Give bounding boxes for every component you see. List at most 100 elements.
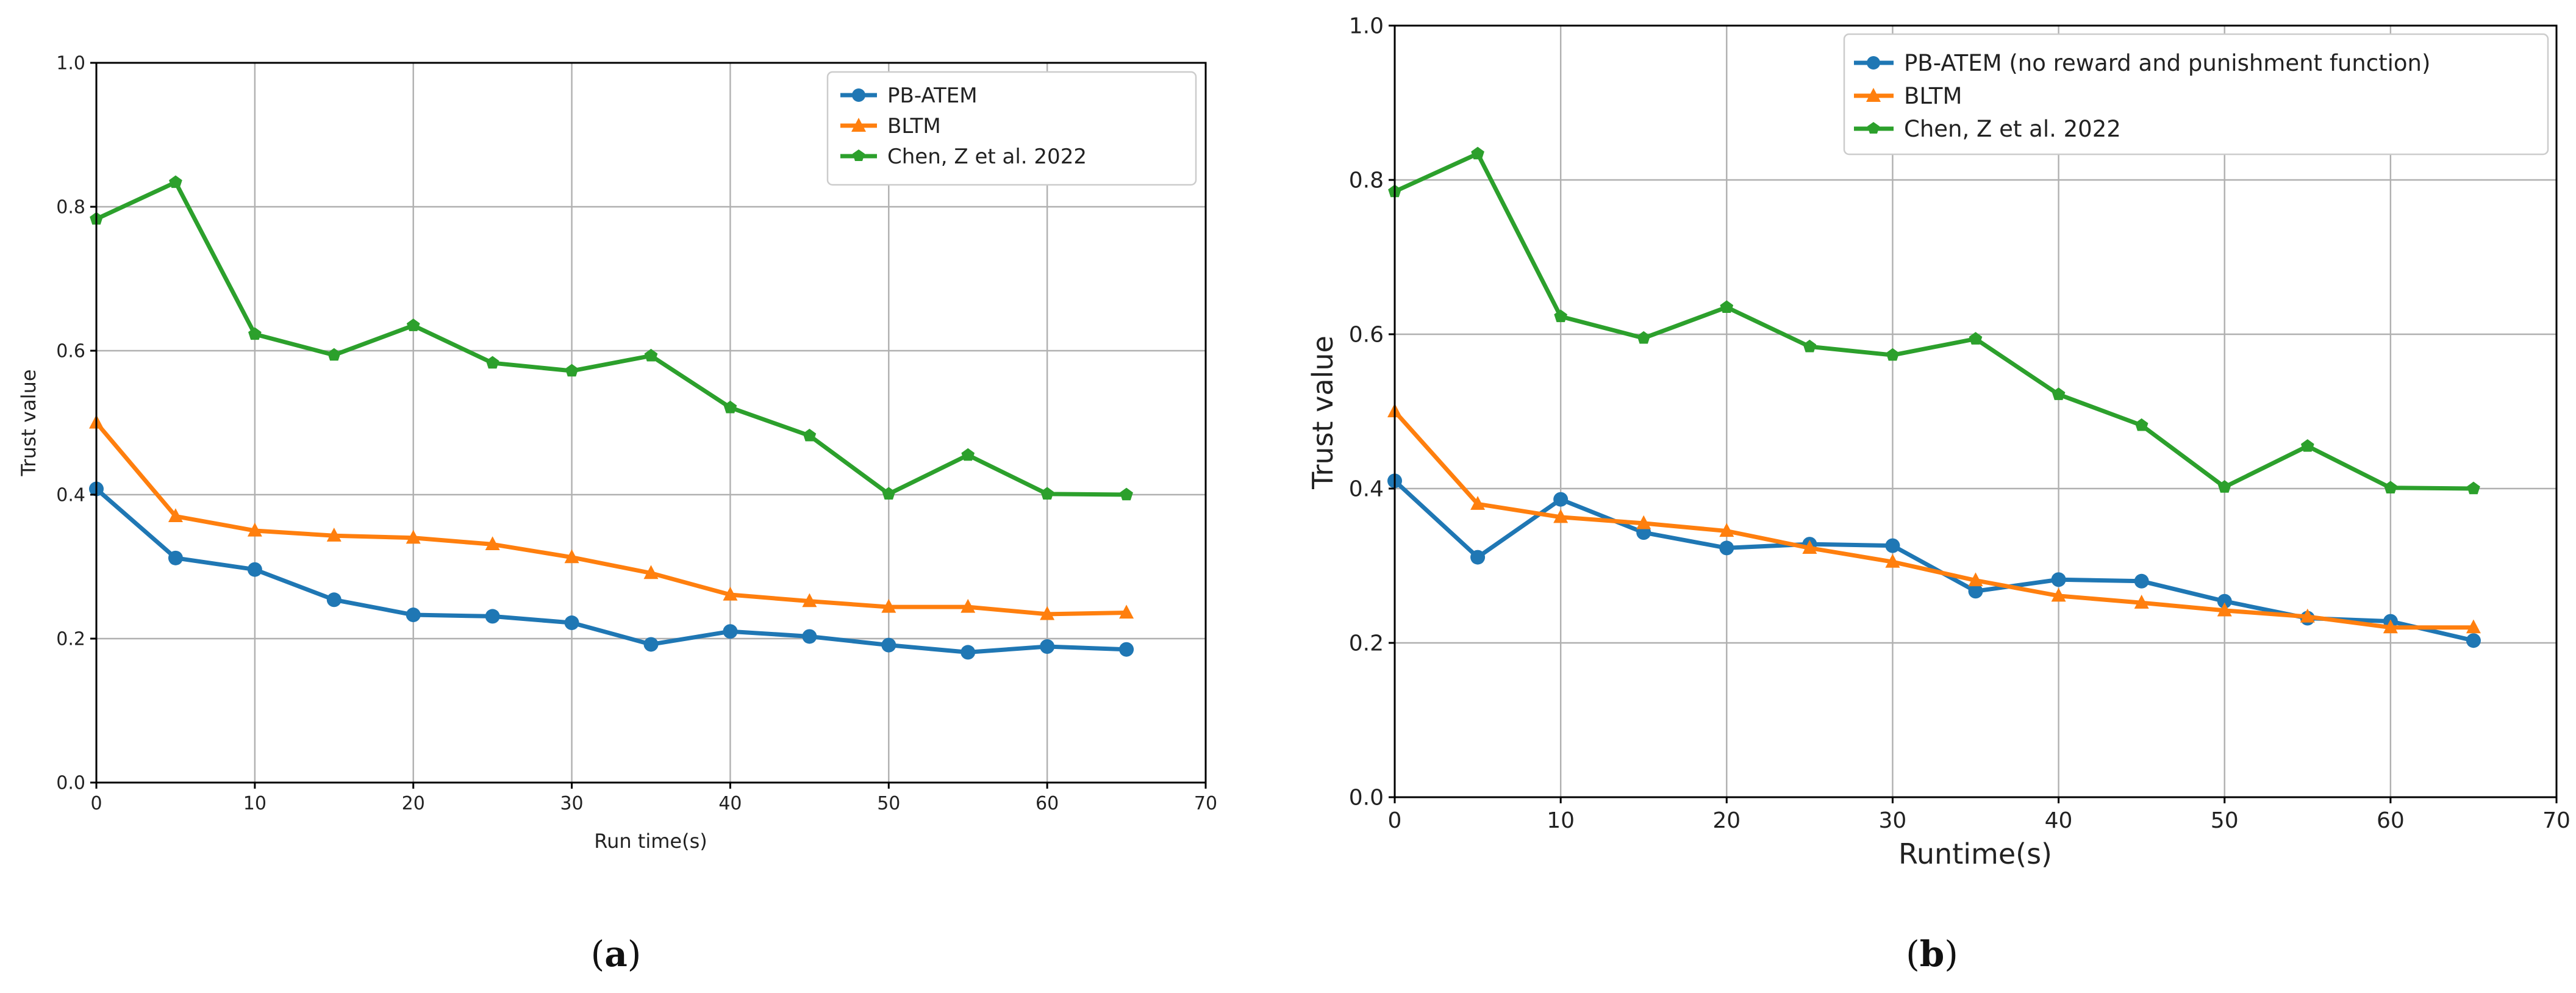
data-point xyxy=(406,529,421,544)
data-point xyxy=(565,364,579,377)
plot-frame-a xyxy=(95,62,1207,784)
data-point xyxy=(168,508,183,522)
x-tick-label: 50 xyxy=(2211,808,2239,833)
x-tick-label: 50 xyxy=(877,793,900,814)
data-point xyxy=(2300,439,2314,452)
series-a-2 xyxy=(90,175,1133,501)
x-tick-label: 30 xyxy=(560,793,583,814)
legend-b: PB-ATEM (no reward and punishment functi… xyxy=(1843,33,2549,156)
legend-entry-a-1: BLTM xyxy=(840,114,941,138)
data-point xyxy=(564,615,579,631)
caption-letter-b: b xyxy=(1920,933,1945,975)
data-point xyxy=(248,327,262,340)
series-line xyxy=(1393,410,2474,630)
data-point xyxy=(2467,481,2480,495)
y-tick-label: 0.8 xyxy=(1349,168,1384,193)
data-point xyxy=(2300,608,2315,623)
series-a-1 xyxy=(89,414,1134,620)
data-point xyxy=(723,586,738,601)
data-point xyxy=(247,522,262,537)
data-point xyxy=(961,448,975,461)
series-line xyxy=(95,421,1127,617)
data-point xyxy=(1471,146,1484,160)
legend-label-a-1: BLTM xyxy=(887,114,941,138)
data-point xyxy=(1719,540,1734,556)
y-tick-label: 1.0 xyxy=(56,53,85,74)
series-b-2 xyxy=(1388,146,2480,495)
x-tick-label: 10 xyxy=(243,793,267,814)
x-tick-label: 40 xyxy=(2045,808,2073,833)
data-point xyxy=(1119,642,1134,657)
data-point xyxy=(723,400,737,414)
x-tick-label: 70 xyxy=(1194,793,1217,814)
legend-box-b xyxy=(1843,33,2549,156)
y-tick-label: 0.2 xyxy=(56,629,85,650)
data-point xyxy=(2384,481,2397,493)
series-a xyxy=(89,175,1134,660)
ticks-b: 0 10 20 30 40 50 60 70 0.0 0.2 0.4 0.6 0.8 1.0 xyxy=(1349,14,2571,833)
series-b-0 xyxy=(1387,473,2481,648)
data-point xyxy=(1803,339,1817,353)
data-point xyxy=(644,348,658,362)
legend-marker-a-0 xyxy=(852,88,865,102)
x-axis-title-a: Run time(s) xyxy=(594,830,707,853)
data-point xyxy=(1886,348,1900,361)
data-point xyxy=(2217,602,2232,617)
data-point xyxy=(2134,418,2148,431)
data-point xyxy=(1040,639,1055,654)
legend-label-a-2: Chen, Z et al. 2022 xyxy=(887,145,1087,169)
x-axis-title-b: Runtime(s) xyxy=(1898,837,2052,870)
legend-marker-b-0 xyxy=(1867,56,1880,70)
data-point xyxy=(1470,496,1486,510)
data-point xyxy=(1968,584,1983,599)
series-line xyxy=(95,180,1127,497)
x-tick-label: 70 xyxy=(2542,808,2571,833)
data-point xyxy=(1968,572,1983,587)
x-tick-label: 20 xyxy=(402,793,425,814)
y-tick-label: 1.0 xyxy=(1349,14,1384,39)
legend-a: PB-ATEM BLTM Chen, Z et al. 2022 xyxy=(826,71,1197,186)
data-point xyxy=(1470,550,1486,565)
legend-entry-b-2: Chen, Z et al. 2022 xyxy=(1854,116,2121,142)
data-point xyxy=(2052,387,2066,400)
x-tick-label: 60 xyxy=(2377,808,2405,833)
data-point xyxy=(247,562,262,577)
data-point xyxy=(643,565,659,579)
legend-entry-b-0: PB-ATEM (no reward and punishment functi… xyxy=(1854,50,2430,76)
x-tick-label: 60 xyxy=(1036,793,1059,814)
data-point xyxy=(327,348,341,361)
data-point xyxy=(723,624,738,639)
series-b xyxy=(1387,146,2481,648)
y-tick-label: 0.6 xyxy=(56,341,85,362)
plot-frame-b xyxy=(1394,24,2558,798)
data-point xyxy=(881,637,896,653)
data-point xyxy=(2051,572,2066,587)
data-point xyxy=(2466,619,2481,634)
y-tick-label: 0.2 xyxy=(1349,631,1384,656)
data-point xyxy=(406,318,420,331)
y-tick-label: 0.6 xyxy=(1349,323,1384,348)
caption-b: (b) xyxy=(1906,933,1958,975)
x-tick-label: 30 xyxy=(1879,808,1907,833)
series-a-0 xyxy=(89,481,1134,660)
data-point xyxy=(2051,587,2066,602)
legend-label-b-2: Chen, Z et al. 2022 xyxy=(1904,116,2121,142)
legend-label-b-1: BLTM xyxy=(1904,83,1962,109)
series-b-1 xyxy=(1387,403,2481,634)
data-point xyxy=(1720,300,1734,313)
data-point xyxy=(1040,487,1054,500)
x-tick-label: 40 xyxy=(718,793,742,814)
data-point xyxy=(485,609,500,624)
data-point xyxy=(564,549,579,564)
series-line xyxy=(1394,151,2474,491)
legend-marker-b-1 xyxy=(1866,88,1881,102)
caption-a: (a) xyxy=(591,933,642,975)
y-tick-label: 0.0 xyxy=(1349,786,1384,811)
legend-box-a xyxy=(826,71,1197,186)
data-point xyxy=(406,608,421,623)
y-tick-label: 0.4 xyxy=(56,485,85,506)
data-point xyxy=(643,637,659,652)
y-tick-label: 0.8 xyxy=(56,197,85,218)
data-point xyxy=(1040,606,1055,620)
